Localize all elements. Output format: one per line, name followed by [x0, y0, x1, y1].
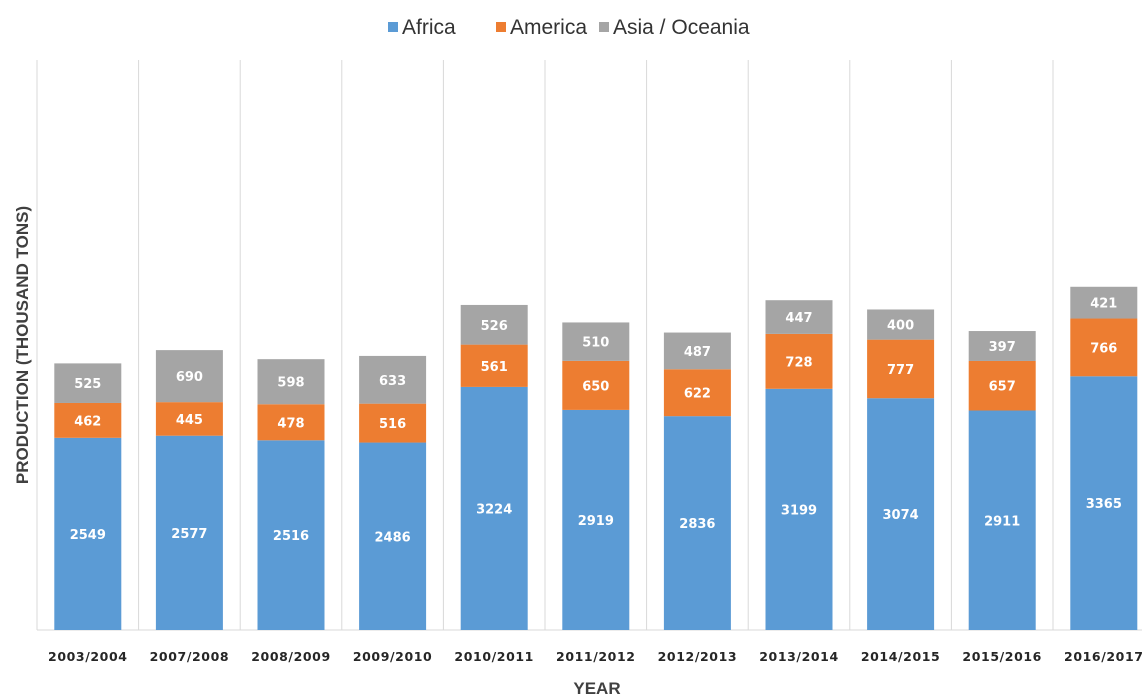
data-label: 3074	[883, 508, 919, 523]
bar-asia-oceania	[562, 322, 630, 361]
bars	[54, 286, 1138, 630]
data-label: 2549	[70, 528, 106, 543]
bar-america	[663, 369, 731, 417]
legend: Africa America Asia / Oceania	[388, 16, 750, 39]
data-label: 2516	[273, 529, 309, 544]
data-label: 2486	[375, 530, 411, 545]
bar-africa	[54, 437, 122, 630]
x-tick-label: 2009/2010	[353, 649, 433, 664]
data-label: 690	[176, 370, 203, 385]
data-label: 2919	[578, 514, 614, 529]
data-label: 657	[989, 380, 1016, 395]
bar-asia-oceania	[1070, 286, 1138, 319]
bar-africa	[562, 409, 630, 630]
data-label: 598	[277, 376, 304, 391]
data-label: 510	[582, 336, 609, 351]
legend-label-asia-oceania: Asia / Oceania	[613, 16, 750, 39]
bar-africa	[968, 410, 1036, 630]
bar-asia-oceania	[765, 300, 833, 334]
data-label: 397	[989, 340, 1016, 355]
legend-label-america: America	[510, 16, 587, 39]
data-label: 516	[379, 417, 406, 432]
data-label: 622	[684, 387, 711, 402]
bar-africa	[867, 398, 935, 630]
bar-africa	[663, 416, 731, 630]
data-label: 650	[582, 379, 609, 394]
x-tick-label: 2008/2009	[251, 649, 331, 664]
data-labels: 2549 462 525 2577 445 690 2516 478 598 2486 516 633…	[70, 297, 1122, 546]
data-label: 3199	[781, 503, 817, 518]
x-tick-label: 2014/2015	[861, 649, 941, 664]
x-tick-label: 2003/2004	[48, 649, 128, 664]
data-label: 525	[74, 377, 101, 392]
data-label: 728	[785, 355, 812, 370]
bar-america	[867, 339, 935, 399]
data-label: 400	[887, 319, 914, 334]
bar-africa	[359, 442, 427, 630]
data-label: 447	[785, 311, 812, 326]
data-label: 478	[277, 416, 304, 431]
legend-swatch-america	[496, 22, 506, 32]
bar-america	[257, 404, 325, 441]
bar-america	[359, 403, 427, 443]
data-label: 487	[684, 345, 711, 360]
bar-america	[54, 402, 122, 438]
bar-africa	[460, 386, 528, 630]
data-label: 633	[379, 374, 406, 389]
bar-africa	[155, 435, 223, 630]
legend-swatch-africa	[388, 22, 398, 32]
data-label: 462	[74, 414, 101, 429]
bar-africa	[765, 388, 833, 630]
bar-asia-oceania	[257, 359, 325, 405]
bar-america	[460, 344, 528, 387]
data-label: 2911	[984, 514, 1020, 529]
bar-america	[562, 360, 630, 410]
legend-swatch-asia-oceania	[599, 22, 609, 32]
bar-asia-oceania	[460, 304, 528, 345]
x-tick-label: 2011/2012	[556, 649, 636, 664]
bar-asia-oceania	[867, 309, 935, 340]
legend-label-africa: Africa	[402, 16, 456, 39]
data-label: 766	[1090, 341, 1117, 356]
data-label: 3224	[476, 502, 512, 517]
data-label: 445	[176, 413, 203, 428]
x-tick-label: 2007/2008	[150, 649, 230, 664]
bar-america	[968, 360, 1036, 411]
bar-america	[765, 333, 833, 389]
x-tick-label: 2016/2017	[1064, 649, 1142, 664]
data-label: 2836	[679, 517, 715, 532]
y-axis-title: PRODUCTION (THOUSAND TONS)	[13, 206, 32, 484]
bar-asia-oceania	[968, 331, 1036, 361]
data-label: 777	[887, 363, 914, 378]
data-label: 2577	[171, 527, 207, 542]
bar-america	[1070, 318, 1138, 377]
bar-asia-oceania	[359, 355, 427, 404]
x-tick-label: 2013/2014	[759, 649, 839, 664]
x-tick-label: 2012/2013	[658, 649, 738, 664]
data-label: 421	[1090, 297, 1117, 312]
x-axis-ticks: 2003/2004 2007/2008 2008/2009 2009/2010 2010…	[48, 649, 1142, 664]
data-label: 526	[481, 319, 508, 334]
bar-asia-oceania	[155, 350, 223, 403]
data-label: 561	[481, 360, 508, 375]
x-axis-title: YEAR	[573, 679, 620, 698]
x-tick-label: 2015/2016	[962, 649, 1042, 664]
data-label: 3365	[1086, 497, 1122, 512]
bar-africa	[1070, 376, 1138, 630]
bar-africa	[257, 440, 325, 630]
bar-asia-oceania	[663, 332, 731, 370]
bar-america	[155, 402, 223, 436]
bar-asia-oceania	[54, 363, 122, 403]
x-tick-label: 2010/2011	[454, 649, 534, 664]
